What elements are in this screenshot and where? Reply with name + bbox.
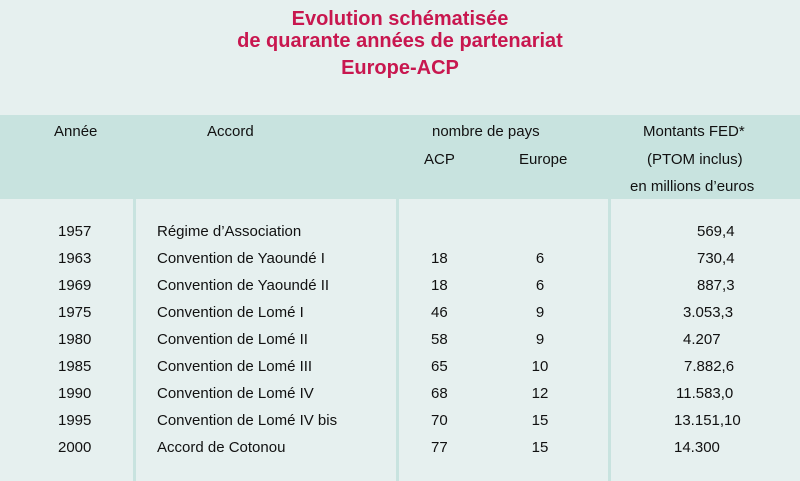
cell-montant: 4.207 bbox=[683, 331, 721, 348]
header-acp: ACP bbox=[424, 151, 455, 168]
title-line-2: de quarante années de partenariat bbox=[237, 30, 563, 52]
cell-acp: 18 bbox=[431, 277, 448, 294]
cell-montant: 13.151,10 bbox=[674, 412, 741, 429]
title-line-1: Evolution schématisée bbox=[291, 8, 509, 30]
cell-acp: 46 bbox=[431, 304, 448, 321]
cell-annee: 1969 bbox=[58, 277, 92, 294]
cell-accord: Convention de Lomé I bbox=[157, 304, 304, 321]
cell-accord: Convention de Yaoundé II bbox=[157, 277, 330, 294]
cell-acp: 68 bbox=[431, 385, 448, 402]
cell-accord: Convention de Lomé IV bbox=[157, 385, 314, 402]
cell-montant: 7.882,6 bbox=[684, 358, 735, 375]
cell-montant: 14.300 bbox=[674, 439, 720, 456]
header-montants-line1: Montants FED* bbox=[643, 123, 745, 140]
cell-montant: 887,3 bbox=[697, 277, 735, 294]
column-divider bbox=[396, 199, 399, 481]
cell-accord: Régime d’Association bbox=[157, 223, 302, 240]
cell-annee: 1990 bbox=[58, 385, 92, 402]
header-nombre-de-pays: nombre de pays bbox=[432, 123, 540, 140]
cell-montant: 11.583,0 bbox=[676, 385, 734, 402]
cell-europe: 9 bbox=[535, 304, 545, 321]
table-body: 1957 Régime d’Association 569,4 1963 Con… bbox=[0, 199, 800, 481]
cell-montant: 3.053,3 bbox=[683, 304, 734, 321]
title-line-3: Europe-ACP bbox=[341, 57, 459, 79]
cell-annee: 1963 bbox=[58, 250, 92, 267]
table-header: Année Accord nombre de pays ACP Europe M… bbox=[0, 115, 800, 199]
cell-annee: 2000 bbox=[58, 439, 92, 456]
cell-annee: 1975 bbox=[58, 304, 92, 321]
cell-acp: 18 bbox=[431, 250, 448, 267]
cell-acp: 70 bbox=[431, 412, 448, 429]
cell-europe: 15 bbox=[531, 439, 549, 456]
cell-acp: 65 bbox=[431, 358, 448, 375]
cell-montant: 569,4 bbox=[697, 223, 735, 240]
header-europe: Europe bbox=[519, 151, 568, 168]
header-montants-line3: en millions d’euros bbox=[630, 178, 755, 195]
table-title: Evolution schématisée de quarante années… bbox=[0, 8, 800, 79]
cell-accord: Accord de Cotonou bbox=[157, 439, 286, 456]
cell-accord: Convention de Yaoundé I bbox=[157, 250, 325, 267]
header-accord: Accord bbox=[207, 123, 254, 140]
cell-acp: 77 bbox=[431, 439, 448, 456]
column-divider bbox=[133, 199, 136, 481]
cell-europe: 6 bbox=[535, 277, 545, 294]
cell-europe: 12 bbox=[531, 385, 549, 402]
cell-accord: Convention de Lomé II bbox=[157, 331, 308, 348]
cell-accord: Convention de Lomé III bbox=[157, 358, 313, 375]
cell-montant: 730,4 bbox=[697, 250, 735, 267]
cell-annee: 1995 bbox=[58, 412, 92, 429]
header-montants-line2: (PTOM inclus) bbox=[647, 151, 743, 168]
cell-europe: 6 bbox=[535, 250, 545, 267]
column-divider bbox=[608, 199, 611, 481]
cell-annee: 1985 bbox=[58, 358, 92, 375]
cell-annee: 1957 bbox=[58, 223, 92, 240]
header-annee: Année bbox=[54, 123, 98, 140]
cell-annee: 1980 bbox=[58, 331, 92, 348]
cell-europe: 9 bbox=[535, 331, 545, 348]
cell-accord: Convention de Lomé IV bis bbox=[157, 412, 338, 429]
cell-acp: 58 bbox=[431, 331, 448, 348]
cell-europe: 15 bbox=[531, 412, 549, 429]
cell-europe: 10 bbox=[531, 358, 549, 375]
